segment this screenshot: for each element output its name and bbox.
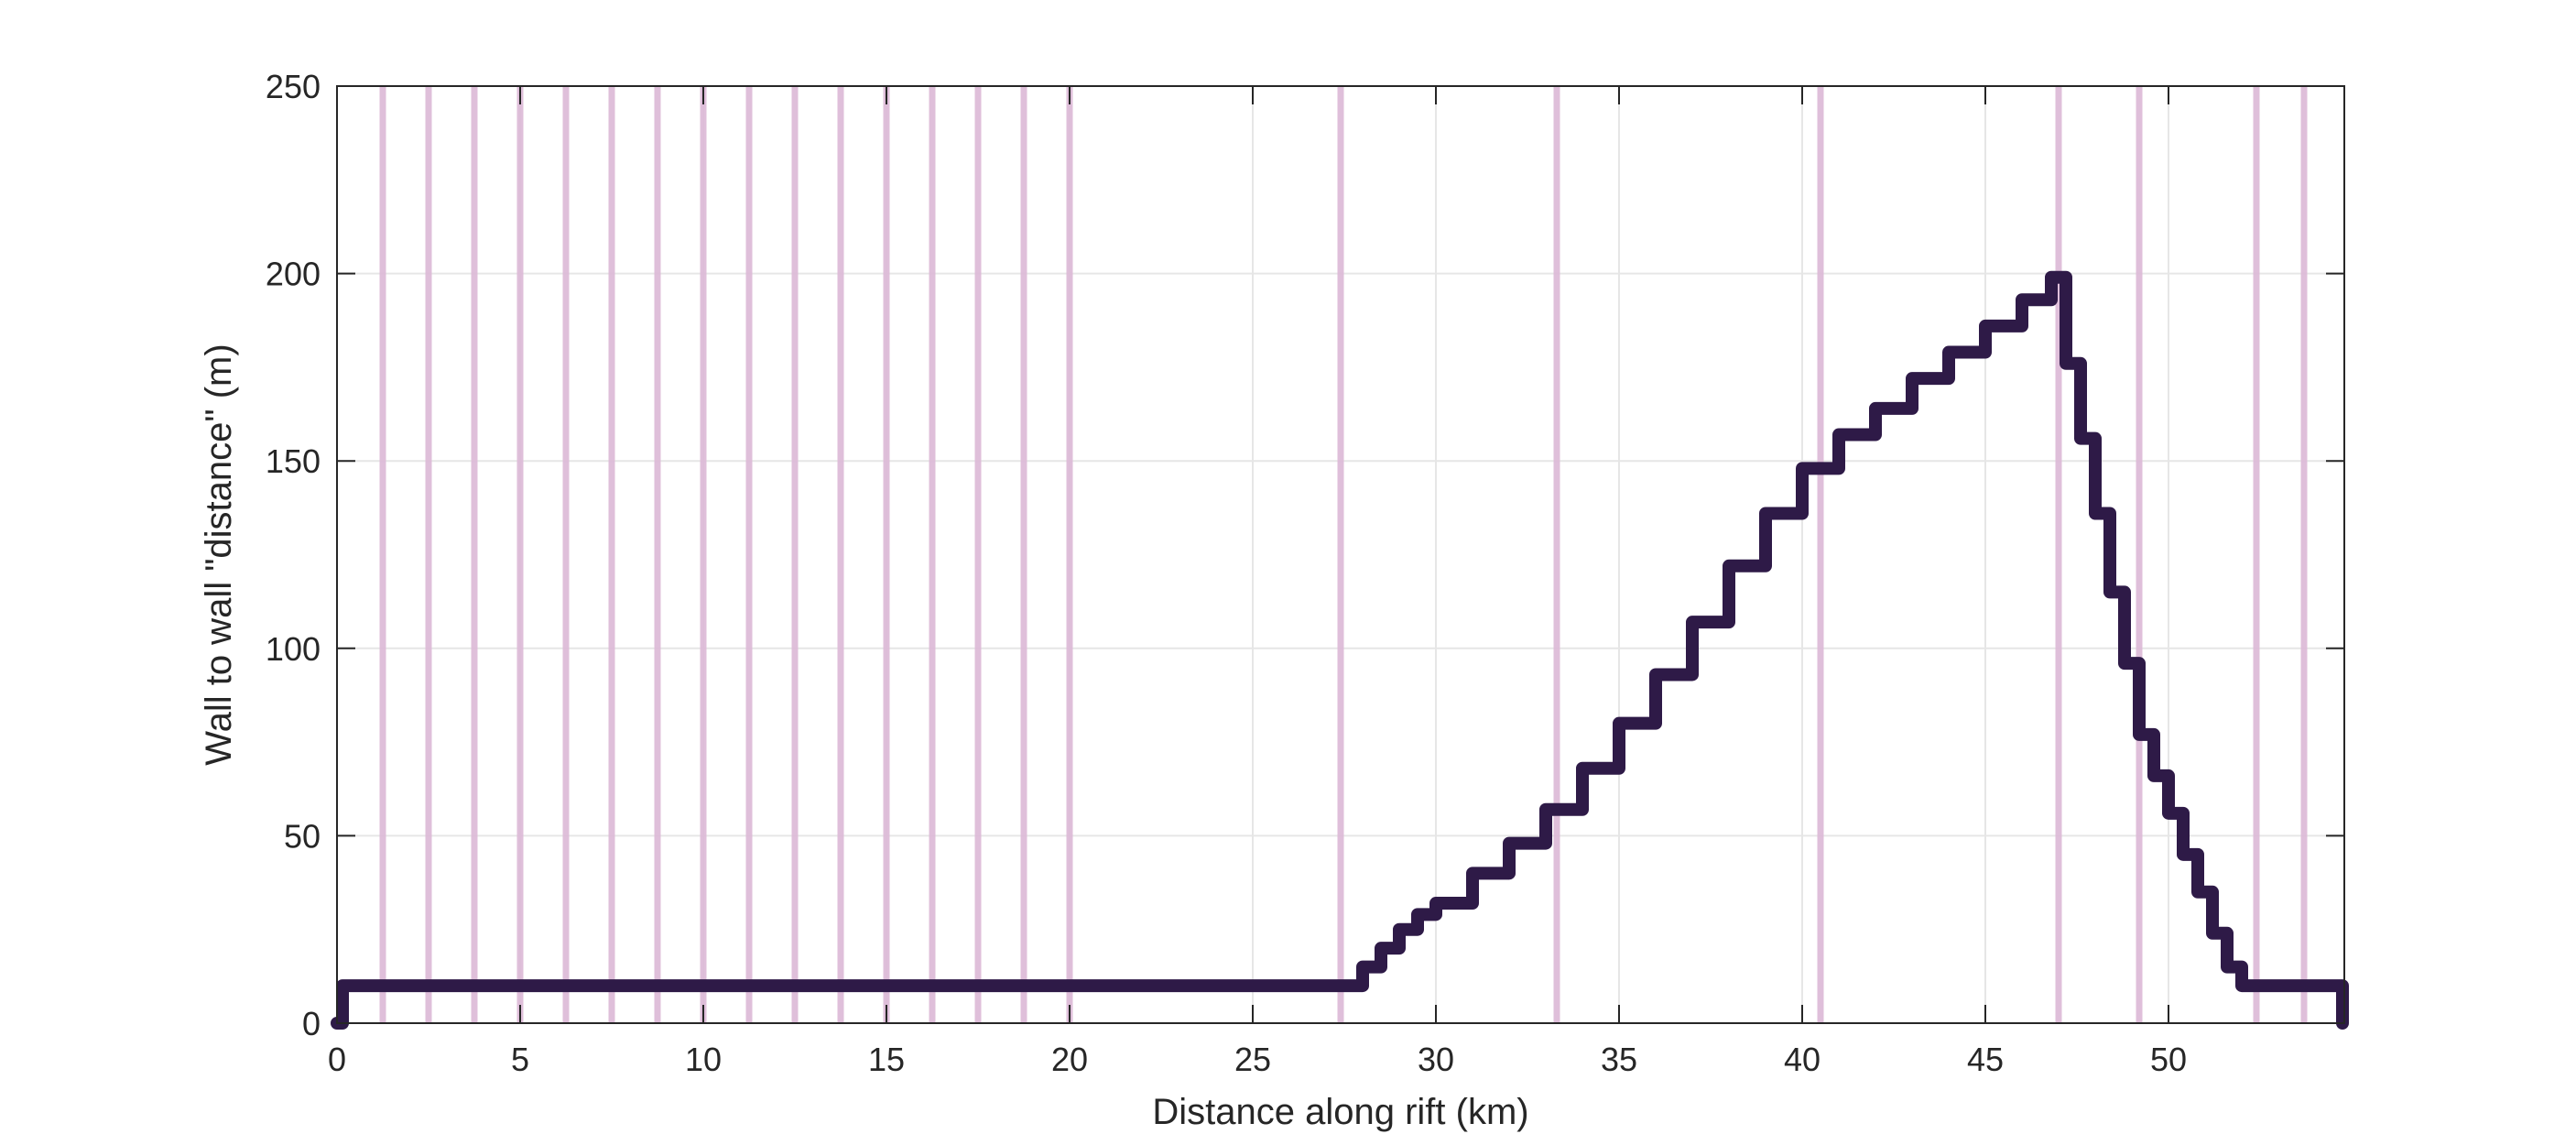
x-tick-label: 15 [868,1041,905,1078]
plot-frame [336,85,2345,1024]
x-tick-labels: 0 5 10 15 20 25 30 35 40 45 50 [328,1041,2187,1078]
x-tick-label: 50 [2150,1041,2187,1078]
x-tick-label: 5 [511,1041,529,1078]
x-tick-label: 25 [1234,1041,1271,1078]
x-tick-label: 45 [1967,1041,2004,1078]
y-tick-label: 150 [266,442,321,480]
y-tick-labels: 0 50 100 150 200 250 [266,68,321,1042]
x-tick-label: 35 [1601,1041,1637,1078]
x-tick-label: 40 [1784,1041,1821,1078]
y-axis-label: Wall to wall "distance" (m) [199,344,239,765]
x-axis-label: Distance along rift (km) [1152,1092,1528,1132]
series-group [331,270,2349,1030]
vertical-markers [379,86,2308,1023]
x-tick-label: 0 [328,1041,346,1078]
x-tick-label: 10 [685,1041,722,1078]
x-tick-label: 20 [1051,1041,1088,1078]
y-tick-label: 250 [266,68,321,105]
x-tick-label: 30 [1418,1041,1454,1078]
y-tick-label: 200 [266,256,321,293]
tick-marks [336,85,2344,1024]
series-line [331,270,2349,1030]
y-tick-label: 50 [284,817,321,855]
y-tick-label: 100 [266,630,321,668]
y-tick-label: 0 [302,1005,321,1042]
